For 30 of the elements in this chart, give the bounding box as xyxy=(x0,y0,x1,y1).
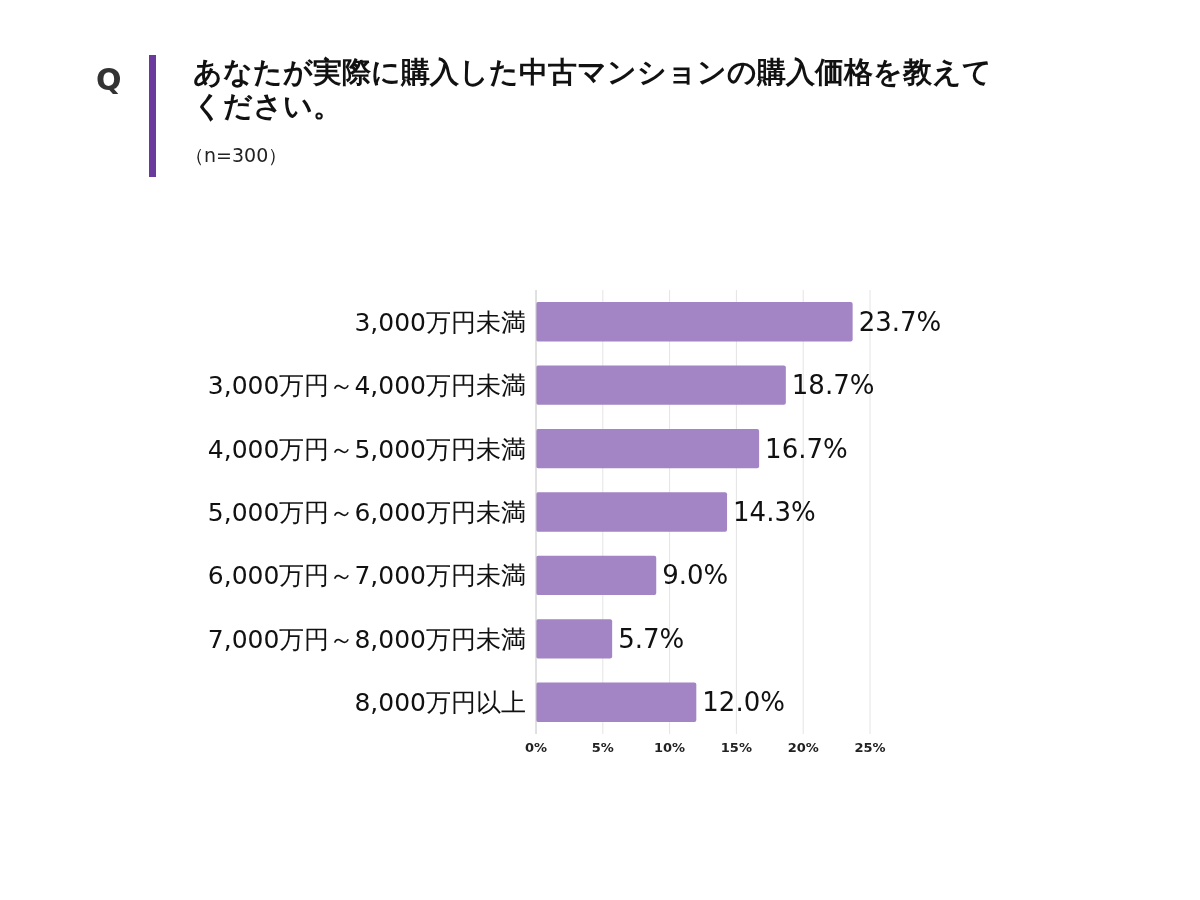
data-label: 12.0% xyxy=(702,687,785,718)
bar xyxy=(536,428,760,469)
data-label: 14.3% xyxy=(733,497,816,527)
x-tick-label: 15% xyxy=(720,740,752,755)
y-tick-label: 7,000万円～8,000万円未満 xyxy=(207,624,526,654)
bar xyxy=(536,555,657,596)
bar xyxy=(536,492,728,532)
x-tick-label: 0% xyxy=(524,740,548,755)
y-tick-label: 3,000万円～4,000万円未満 xyxy=(207,371,526,401)
data-label: 16.7% xyxy=(765,433,848,464)
bar xyxy=(536,619,613,659)
text: （n=300） xyxy=(185,143,288,168)
x-tick-label: 25% xyxy=(854,740,886,755)
bar xyxy=(536,365,786,405)
x-tick-label: 10% xyxy=(654,740,686,755)
data-label: 5.7% xyxy=(618,623,685,654)
chart-title: あなたが実際に購入した中古マンションの購入価格を教えてください。 xyxy=(193,55,993,123)
bar xyxy=(536,682,697,722)
x-tick-label: 5% xyxy=(591,740,614,755)
bar xyxy=(536,302,853,342)
data-label: 18.7% xyxy=(791,370,875,401)
data-label: 23.7% xyxy=(858,306,942,337)
x-tick-label: 20% xyxy=(787,740,819,755)
text: Q xyxy=(96,62,122,97)
y-tick-label: 6,000万円～7,000万円未満 xyxy=(207,561,526,591)
y-tick-label: 8,000万円以上 xyxy=(354,688,526,718)
y-tick-label: 3,000万円未満 xyxy=(354,307,526,337)
data-label: 9.0% xyxy=(662,560,729,591)
y-tick-label: 4,000万円～5,000万円未満 xyxy=(207,434,526,464)
y-tick-label: 5,000万円～6,000万円未満 xyxy=(207,498,526,527)
